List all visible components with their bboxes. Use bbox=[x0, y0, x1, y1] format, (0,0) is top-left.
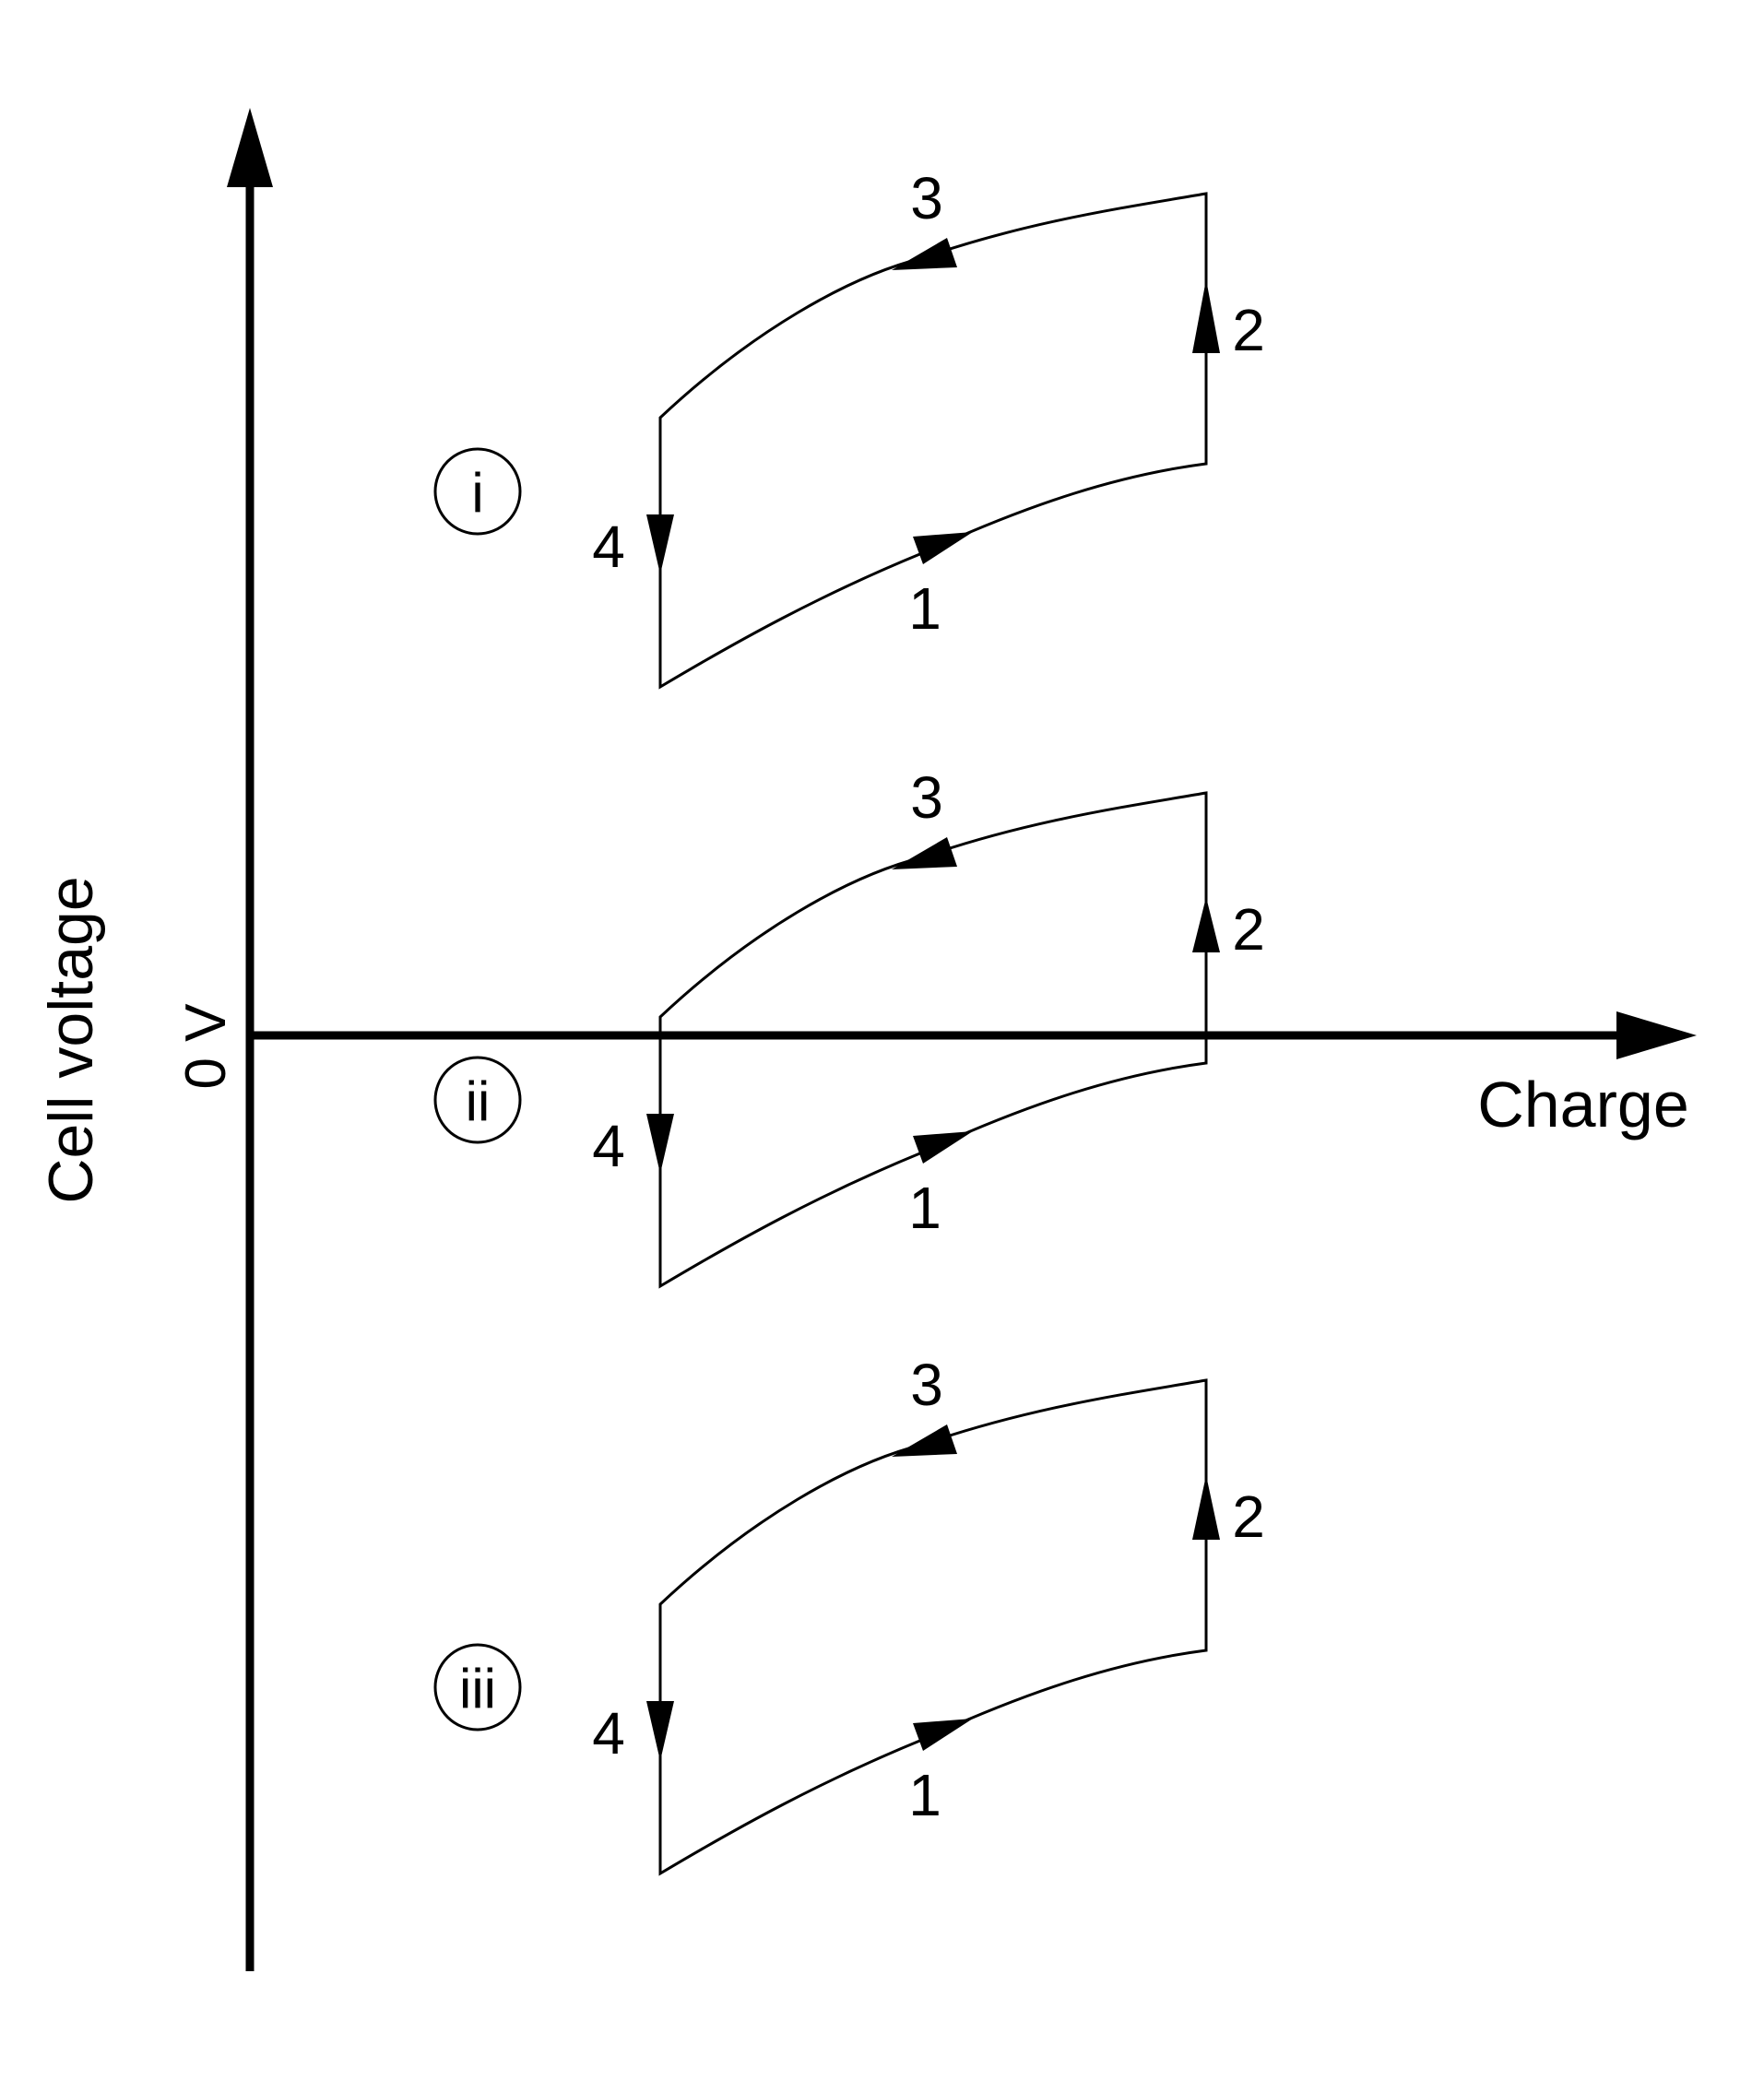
y-axis-label: Cell voltage bbox=[36, 876, 106, 1203]
cycle-path bbox=[658, 192, 1208, 690]
arrow-step-4 bbox=[646, 1701, 674, 1761]
step-label-3: 3 bbox=[910, 165, 943, 231]
x-axis-arrowhead bbox=[1616, 1011, 1697, 1059]
cycle-iii: iii 1 2 3 4 bbox=[433, 1352, 1265, 1876]
arrow-step-2 bbox=[1192, 279, 1220, 353]
step-label-1: 1 bbox=[908, 1762, 941, 1828]
arrow-step-3 bbox=[892, 238, 957, 270]
cycle-marker-circle bbox=[433, 447, 522, 536]
cycle-marker-label: iii bbox=[459, 1658, 496, 1720]
cycle-path bbox=[658, 1378, 1208, 1876]
cycle-marker-circle bbox=[433, 1056, 522, 1144]
arrow-step-1 bbox=[913, 532, 973, 564]
step-label-1: 1 bbox=[908, 1175, 941, 1241]
arrow-step-4 bbox=[646, 1114, 674, 1174]
cycle-marker-label: i bbox=[471, 462, 483, 524]
step-label-4: 4 bbox=[592, 514, 625, 580]
arrow-step-1 bbox=[913, 1131, 973, 1164]
cycle-marker-circle bbox=[433, 1643, 522, 1731]
x-axis-label: Charge bbox=[1477, 1069, 1689, 1140]
cycle-path bbox=[658, 791, 1208, 1289]
arrow-step-4 bbox=[646, 514, 674, 574]
cycle-i: i 1 2 3 4 bbox=[433, 165, 1265, 690]
step-label-4: 4 bbox=[592, 1113, 625, 1179]
step-label-2: 2 bbox=[1232, 1483, 1265, 1550]
arrow-step-3 bbox=[892, 837, 957, 869]
arrow-step-3 bbox=[892, 1424, 957, 1457]
step-label-2: 2 bbox=[1232, 896, 1265, 963]
step-label-1: 1 bbox=[908, 575, 941, 642]
cycle-ii: ii 1 2 3 4 bbox=[433, 764, 1265, 1289]
step-label-4: 4 bbox=[592, 1700, 625, 1767]
step-label-3: 3 bbox=[910, 764, 943, 831]
y-axis-arrowhead bbox=[227, 108, 273, 187]
zero-volt-label: 0 V bbox=[174, 1003, 238, 1090]
cycle-marker-label: ii bbox=[466, 1070, 491, 1132]
step-label-2: 2 bbox=[1232, 297, 1265, 363]
step-label-3: 3 bbox=[910, 1352, 943, 1418]
axes bbox=[227, 108, 1697, 1971]
arrow-step-2 bbox=[1192, 897, 1220, 952]
arrow-step-2 bbox=[1192, 1475, 1220, 1540]
arrow-step-1 bbox=[913, 1719, 973, 1751]
